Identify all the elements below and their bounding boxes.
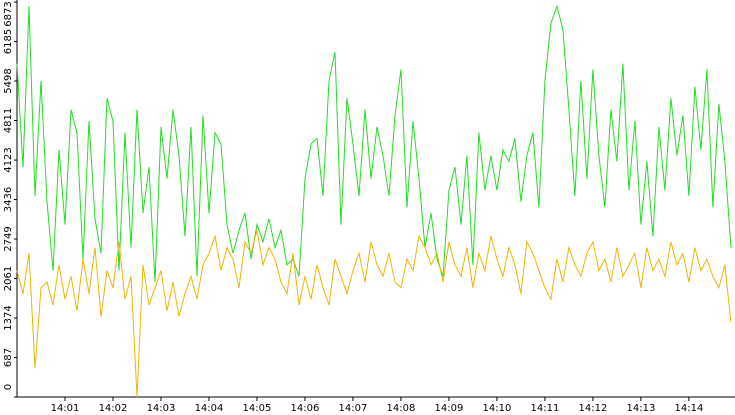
y-tick-label: 6185 (3, 29, 14, 54)
x-tick-label: 14:06 (291, 403, 320, 414)
y-tick-label: 6873 (3, 1, 14, 26)
x-tick-label: 14:05 (243, 403, 272, 414)
y-tick-label: 5498 (3, 68, 14, 93)
x-tick-label: 14:01 (51, 403, 80, 414)
x-tick-label: 14:11 (531, 403, 560, 414)
x-tick-label: 14:09 (435, 403, 464, 414)
y-tick-label: 4123 (3, 147, 14, 172)
y-tick-label: 2061 (3, 266, 14, 291)
series-line (16, 230, 732, 398)
series-line (16, 4, 732, 283)
x-tick-label: 14:07 (339, 403, 368, 414)
x-tick-label: 14:08 (387, 403, 416, 414)
x-tick-label: 14:03 (147, 403, 176, 414)
x-tick-label: 14:10 (483, 403, 512, 414)
y-tick-label: 1374 (3, 305, 14, 330)
y-tick-label: 3436 (3, 187, 14, 212)
x-tick-label: 14:02 (99, 403, 128, 414)
y-tick-label: 687 (3, 348, 14, 367)
y-tick-label: 0 (3, 384, 14, 390)
y-tick-label: 4811 (3, 108, 14, 133)
y-tick-label: 2749 (3, 226, 14, 251)
x-tick-label: 14:13 (627, 403, 656, 414)
x-tick-label: 14:14 (675, 403, 704, 414)
x-tick-label: 14:04 (195, 403, 224, 414)
x-tick-label: 14:12 (579, 403, 608, 414)
